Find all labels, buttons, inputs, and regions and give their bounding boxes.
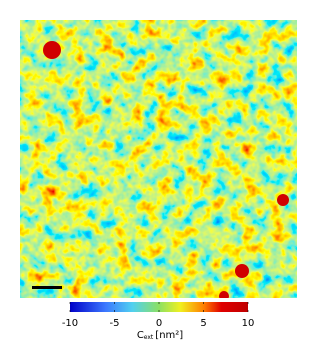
scale-bar xyxy=(32,286,62,289)
colorbar-tick-label: 5 xyxy=(200,318,206,329)
hotspot xyxy=(219,291,229,298)
label-subscript: ext xyxy=(144,334,154,341)
hotspot xyxy=(277,194,289,206)
label-symbol: C xyxy=(137,330,144,341)
field-map xyxy=(20,20,297,298)
label-unit: [nm²] xyxy=(155,330,183,341)
colorbar xyxy=(70,302,248,312)
hotspot xyxy=(43,41,61,59)
map-texture xyxy=(20,20,297,298)
colorbar-tick-label: 10 xyxy=(242,318,255,329)
colorbar-label: Cext [nm²] xyxy=(137,330,183,341)
colorbar-tick-label: -10 xyxy=(62,318,78,329)
colorbar-tick-label: 0 xyxy=(156,318,162,329)
colorbar-tick-label: -5 xyxy=(110,318,120,329)
hotspot xyxy=(235,264,249,278)
